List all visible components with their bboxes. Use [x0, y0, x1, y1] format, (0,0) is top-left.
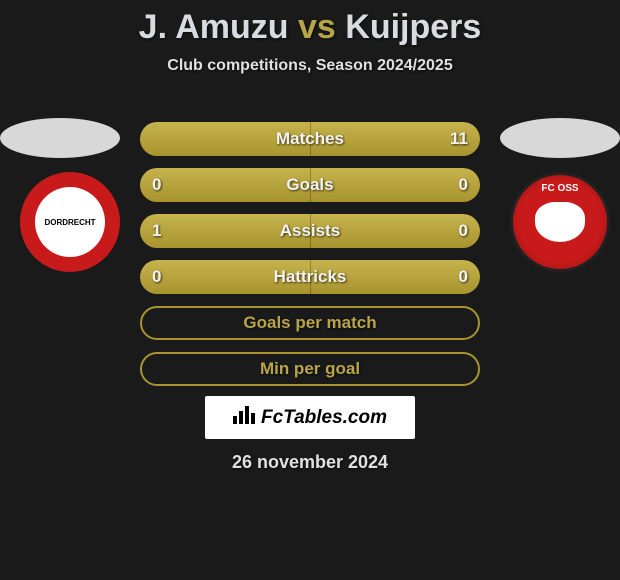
- bar-assists: 1 Assists 0: [140, 214, 480, 248]
- bar-goals-right-val: 0: [459, 168, 468, 202]
- bar-min-per-goal-label: Min per goal: [260, 359, 360, 379]
- left-oval-shadow: [0, 118, 120, 158]
- bar-assists-label: Assists: [140, 214, 480, 248]
- club-badge-left-label: DORDRECHT: [35, 187, 105, 257]
- bar-min-per-goal: Min per goal: [140, 352, 480, 386]
- club-badge-left: DORDRECHT: [20, 172, 120, 272]
- bar-matches-label: Matches: [140, 122, 480, 156]
- bar-goals-per-match: Goals per match: [140, 306, 480, 340]
- bar-goals: 0 Goals 0: [140, 168, 480, 202]
- footer-attribution: FcTables.com: [205, 396, 415, 439]
- player2-name: Kuijpers: [345, 8, 481, 46]
- player1-name: J. Amuzu: [139, 8, 289, 46]
- bar-goals-label: Goals: [140, 168, 480, 202]
- chart-icon: [233, 406, 255, 429]
- bar-hattricks-right-val: 0: [459, 260, 468, 294]
- subtitle: Club competitions, Season 2024/2025: [0, 57, 620, 75]
- club-badge-right-label: FC OSS: [541, 183, 578, 194]
- bar-hattricks-label: Hattricks: [140, 260, 480, 294]
- vs-word: vs: [298, 8, 336, 46]
- club-badge-right-inner: [535, 202, 585, 242]
- club-badge-right: FC OSS: [510, 172, 610, 272]
- bar-matches: Matches 11: [140, 122, 480, 156]
- bar-matches-right-val: 11: [450, 122, 468, 156]
- date-label: 26 november 2024: [0, 452, 620, 473]
- bar-hattricks: 0 Hattricks 0: [140, 260, 480, 294]
- footer-text: FcTables.com: [261, 407, 387, 429]
- comparison-title: J. Amuzu vs Kuijpers: [0, 0, 620, 47]
- bar-goals-per-match-label: Goals per match: [243, 313, 376, 333]
- right-oval-shadow: [500, 118, 620, 158]
- stat-bars: Matches 11 0 Goals 0 1 Assists 0 0 Hattr…: [140, 122, 480, 398]
- bar-assists-right-val: 0: [459, 214, 468, 248]
